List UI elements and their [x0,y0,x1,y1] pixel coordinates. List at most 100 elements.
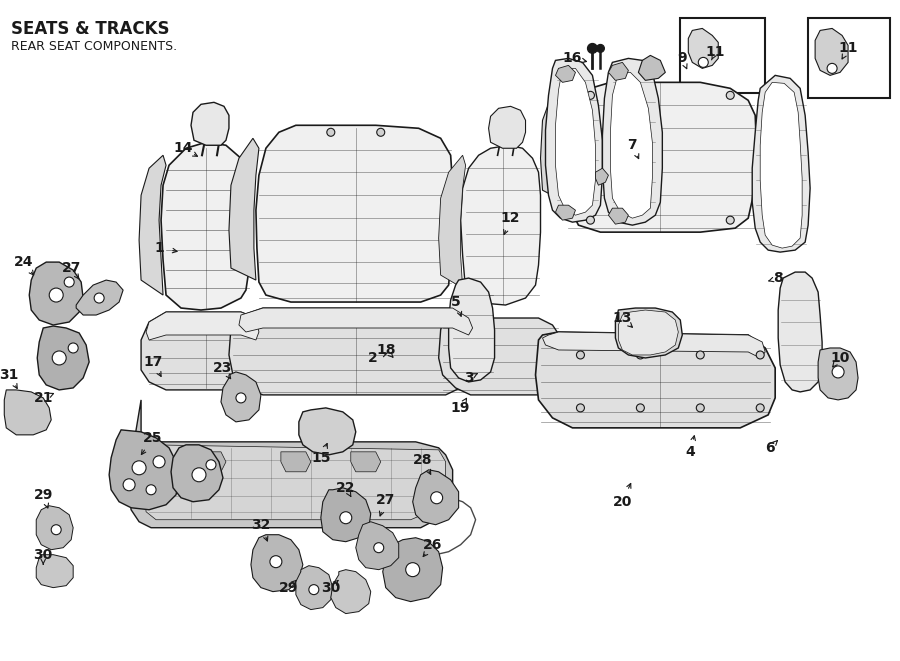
Text: 2: 2 [368,351,378,365]
Polygon shape [489,106,526,148]
Circle shape [756,404,764,412]
Polygon shape [296,566,333,609]
Polygon shape [351,452,381,472]
Polygon shape [251,535,302,592]
Polygon shape [752,75,810,252]
Text: 15: 15 [311,451,330,465]
Bar [808,19,890,98]
Text: 16: 16 [562,52,582,65]
Polygon shape [815,28,848,75]
Text: 29: 29 [279,580,299,595]
Circle shape [132,461,146,475]
Circle shape [832,366,844,378]
Polygon shape [129,400,453,527]
Circle shape [50,288,63,302]
Text: 28: 28 [413,453,432,467]
Polygon shape [146,312,259,340]
Circle shape [153,456,165,468]
Text: 14: 14 [174,141,193,155]
Circle shape [636,351,644,359]
Polygon shape [37,326,89,390]
Text: 27: 27 [376,492,395,507]
Text: 30: 30 [321,580,340,595]
Polygon shape [610,72,652,218]
Circle shape [377,128,384,136]
Circle shape [431,492,443,504]
Polygon shape [141,312,269,390]
Text: 20: 20 [613,494,632,509]
Text: 11: 11 [838,42,858,56]
Polygon shape [778,272,822,392]
Text: 3: 3 [464,371,473,385]
Polygon shape [29,262,83,325]
Polygon shape [565,83,756,232]
Circle shape [94,293,104,303]
Text: 12: 12 [500,211,520,225]
Polygon shape [382,537,443,602]
Polygon shape [331,570,371,613]
Circle shape [374,543,383,553]
Polygon shape [191,102,229,145]
Polygon shape [541,83,569,202]
Polygon shape [438,155,465,288]
Polygon shape [229,308,479,395]
Text: SEATS & TRACKS: SEATS & TRACKS [12,20,170,38]
Text: 9: 9 [678,52,687,65]
Polygon shape [638,56,665,81]
Circle shape [587,216,594,224]
Circle shape [236,393,246,403]
Text: 1: 1 [154,241,164,255]
Text: 7: 7 [627,138,637,152]
Text: 17: 17 [143,355,163,369]
Circle shape [726,91,734,99]
Circle shape [68,343,78,353]
Circle shape [597,44,605,52]
Polygon shape [356,522,399,570]
Polygon shape [596,169,608,185]
Polygon shape [320,488,371,542]
Text: 24: 24 [14,255,33,269]
Polygon shape [448,278,495,382]
Circle shape [192,468,206,482]
Text: 4: 4 [686,445,695,459]
Polygon shape [536,332,775,428]
Polygon shape [555,65,575,83]
Text: 23: 23 [213,361,232,375]
Text: 18: 18 [376,343,395,357]
Polygon shape [461,145,541,305]
Polygon shape [608,208,628,224]
Text: 21: 21 [33,391,53,405]
Circle shape [51,525,61,535]
Circle shape [697,351,705,359]
Polygon shape [221,372,261,422]
Circle shape [309,584,319,595]
Polygon shape [109,430,179,510]
Circle shape [587,91,594,99]
Text: 8: 8 [773,271,783,285]
Polygon shape [161,142,251,310]
Text: 10: 10 [831,351,850,365]
Polygon shape [413,470,459,525]
Circle shape [64,277,74,287]
Circle shape [756,351,764,359]
Polygon shape [36,506,73,550]
Polygon shape [196,452,226,472]
Polygon shape [281,452,310,472]
Circle shape [577,351,584,359]
Circle shape [146,485,156,495]
Circle shape [406,563,419,576]
Bar [680,19,765,93]
Text: 11: 11 [706,46,725,59]
Polygon shape [229,138,259,280]
Polygon shape [688,28,718,68]
Circle shape [827,63,837,73]
Circle shape [270,556,282,568]
Polygon shape [299,408,356,455]
Circle shape [340,512,352,524]
Circle shape [636,404,644,412]
Polygon shape [4,390,51,435]
Circle shape [697,404,705,412]
Circle shape [577,404,584,412]
Text: 27: 27 [61,261,81,275]
Polygon shape [608,62,628,81]
